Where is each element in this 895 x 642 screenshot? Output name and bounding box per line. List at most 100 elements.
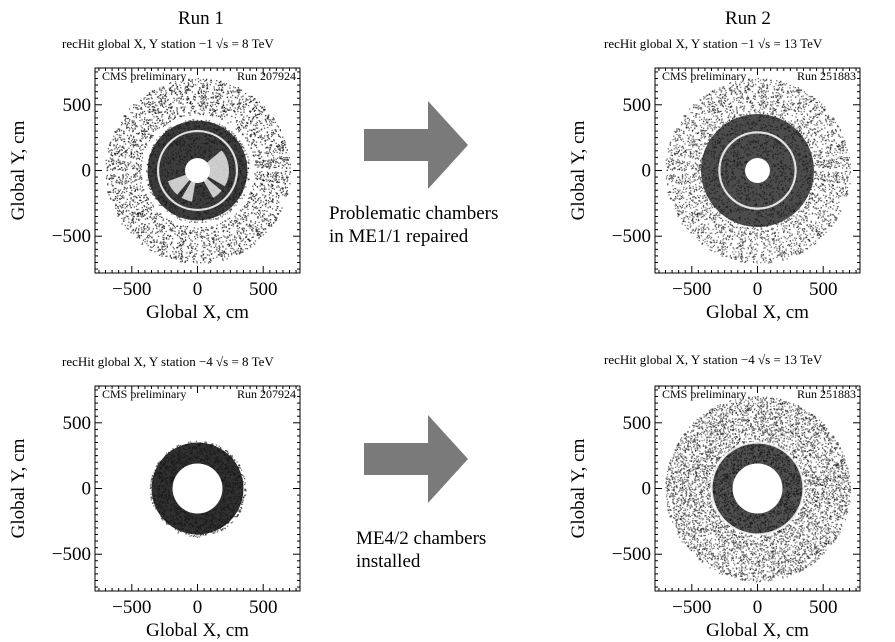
hit-point bbox=[194, 79, 197, 81]
hit-point bbox=[160, 249, 162, 251]
hit-point bbox=[150, 246, 152, 248]
hit-point bbox=[242, 221, 245, 223]
hit-point bbox=[137, 212, 139, 215]
hit-point bbox=[147, 98, 149, 100]
hit-point bbox=[126, 123, 128, 125]
hit-point bbox=[227, 236, 229, 238]
hit-point bbox=[180, 116, 182, 118]
hit-point bbox=[193, 196, 195, 198]
hit-point bbox=[163, 132, 165, 135]
hit-point bbox=[215, 83, 217, 85]
hit-point bbox=[260, 134, 262, 136]
hit-point bbox=[229, 211, 231, 213]
hit-point bbox=[149, 166, 152, 168]
hit-point bbox=[183, 198, 185, 200]
hit-point bbox=[136, 150, 138, 153]
hit-point bbox=[165, 201, 167, 203]
hit-point bbox=[212, 109, 214, 111]
hit-point bbox=[152, 161, 155, 163]
hit-point bbox=[153, 150, 156, 152]
hit-point bbox=[247, 201, 249, 203]
hit-point bbox=[223, 82, 225, 85]
hit-point bbox=[139, 237, 141, 239]
hit-point bbox=[734, 152, 736, 154]
hit-point bbox=[157, 150, 159, 152]
hit-point bbox=[781, 160, 783, 162]
hit-point bbox=[207, 262, 210, 264]
hit-point bbox=[193, 200, 196, 202]
hit-point bbox=[201, 101, 203, 103]
hit-point bbox=[772, 117, 775, 119]
hit-point bbox=[736, 153, 738, 156]
hit-point bbox=[180, 219, 182, 221]
hit-point bbox=[255, 123, 257, 125]
hit-point bbox=[154, 146, 157, 149]
hit-point bbox=[267, 134, 270, 136]
hit-point bbox=[194, 137, 197, 139]
hit-point bbox=[202, 93, 205, 95]
hit-point bbox=[177, 234, 179, 237]
hit-point bbox=[122, 196, 124, 199]
hit-point bbox=[167, 148, 170, 150]
hit-point bbox=[723, 192, 725, 194]
hit-point bbox=[132, 138, 134, 140]
hit-point bbox=[113, 175, 115, 178]
hit-point bbox=[225, 151, 227, 153]
hit-point bbox=[195, 134, 197, 136]
hit-point bbox=[111, 152, 113, 154]
hit-point bbox=[226, 183, 228, 185]
hit-point bbox=[261, 144, 263, 146]
hit-point bbox=[276, 172, 278, 174]
hit-point bbox=[131, 143, 133, 146]
hit-point bbox=[143, 225, 145, 228]
hit-point bbox=[266, 175, 268, 177]
hit-point bbox=[746, 148, 748, 150]
hit-point bbox=[238, 101, 240, 104]
hit-point bbox=[270, 192, 272, 194]
hit-point bbox=[285, 191, 288, 193]
hit-point bbox=[270, 123, 272, 125]
hit-point bbox=[777, 163, 779, 165]
hit-point bbox=[203, 156, 205, 158]
hit-point bbox=[157, 122, 159, 124]
hit-point bbox=[766, 143, 768, 146]
hit-point bbox=[265, 121, 267, 123]
hit-point bbox=[244, 93, 247, 95]
hit-point bbox=[155, 218, 157, 220]
hit-point bbox=[243, 177, 245, 179]
hit-point bbox=[163, 186, 165, 189]
hit-point bbox=[139, 167, 141, 170]
hit-point bbox=[211, 146, 213, 148]
hit-point bbox=[168, 207, 171, 209]
hit-point bbox=[121, 183, 123, 185]
hit-point bbox=[180, 146, 182, 148]
hit-point bbox=[264, 195, 266, 197]
hit-point bbox=[807, 180, 809, 182]
hit-point bbox=[115, 196, 117, 198]
hit-point bbox=[270, 158, 272, 160]
hit-point bbox=[270, 135, 273, 138]
hit-point bbox=[779, 142, 781, 145]
hit-point bbox=[228, 243, 230, 245]
hit-point bbox=[149, 216, 151, 218]
hit-point bbox=[221, 85, 223, 87]
hit-point bbox=[117, 206, 119, 208]
hit-point bbox=[252, 194, 255, 196]
hit-point bbox=[213, 88, 215, 90]
hit-point bbox=[148, 158, 150, 160]
hit-point bbox=[218, 250, 220, 252]
hit-point bbox=[151, 121, 154, 124]
hit-point bbox=[269, 201, 271, 203]
hit-point bbox=[195, 247, 197, 250]
hit-point bbox=[237, 179, 240, 181]
hit-point bbox=[269, 166, 271, 168]
hit-point bbox=[275, 192, 277, 194]
hit-point bbox=[277, 174, 279, 177]
hit-point bbox=[711, 170, 713, 172]
hit-point bbox=[200, 199, 202, 201]
hit-point bbox=[152, 193, 154, 196]
hit-point bbox=[206, 229, 208, 231]
hit-point bbox=[156, 231, 158, 233]
hit-point bbox=[273, 178, 275, 180]
hit-point bbox=[206, 84, 208, 87]
